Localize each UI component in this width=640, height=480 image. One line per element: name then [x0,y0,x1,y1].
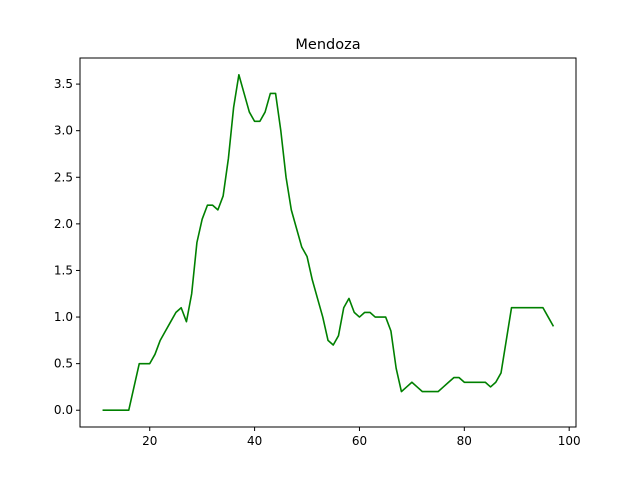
y-tick-label: 2.5 [54,170,73,184]
y-tick-label: 1.0 [54,310,73,324]
series-line-0 [102,73,555,412]
y-tick-label: 3.5 [54,77,73,91]
x-tick-label: 20 [142,434,157,448]
chart-title: Mendoza [295,37,360,53]
y-tick-label: 2.0 [54,217,73,231]
x-tick-label: 40 [247,434,262,448]
y-tick-label: 0.5 [54,357,73,371]
series-layer [102,73,555,412]
x-tick-label: 100 [558,434,581,448]
x-tick-label: 60 [352,434,367,448]
y-tick-label: 3.0 [54,124,73,138]
x-axis: 20 40 60 80 100 [142,427,581,448]
y-tick-label: 0.0 [54,403,73,417]
y-tick-label: 1.5 [54,263,73,277]
plot-area [79,57,577,428]
x-tick-label: 80 [457,434,472,448]
plot-frame [79,57,577,428]
y-axis: 0.0 0.5 1.0 1.5 2.0 2.5 3.0 3.5 [54,77,80,417]
